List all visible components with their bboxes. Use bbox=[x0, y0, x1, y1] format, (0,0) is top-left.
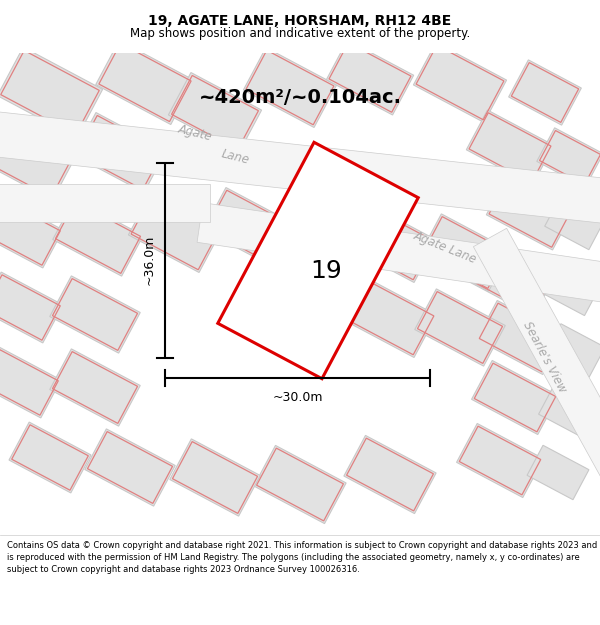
Polygon shape bbox=[420, 214, 510, 291]
Polygon shape bbox=[527, 445, 589, 500]
Polygon shape bbox=[0, 347, 61, 418]
Polygon shape bbox=[50, 276, 140, 353]
Polygon shape bbox=[413, 42, 506, 122]
Polygon shape bbox=[85, 429, 175, 506]
Polygon shape bbox=[473, 228, 600, 482]
Polygon shape bbox=[169, 72, 262, 152]
Text: Agate Lane: Agate Lane bbox=[412, 229, 478, 266]
Text: ~420m²/~0.104ac.: ~420m²/~0.104ac. bbox=[199, 88, 401, 107]
Polygon shape bbox=[476, 301, 563, 374]
Polygon shape bbox=[203, 188, 296, 268]
Polygon shape bbox=[73, 112, 167, 192]
Polygon shape bbox=[9, 422, 91, 493]
Polygon shape bbox=[197, 202, 600, 304]
Polygon shape bbox=[545, 324, 600, 378]
Polygon shape bbox=[170, 439, 260, 516]
Polygon shape bbox=[537, 128, 600, 187]
Polygon shape bbox=[244, 48, 337, 128]
Polygon shape bbox=[0, 184, 210, 221]
Polygon shape bbox=[545, 195, 600, 250]
Text: Searle's View: Searle's View bbox=[521, 320, 569, 395]
Polygon shape bbox=[0, 197, 63, 268]
Text: Map shows position and indicative extent of the property.: Map shows position and indicative extent… bbox=[130, 27, 470, 40]
Polygon shape bbox=[254, 446, 346, 524]
Text: ~30.0m: ~30.0m bbox=[272, 391, 323, 404]
Polygon shape bbox=[218, 142, 418, 379]
Polygon shape bbox=[415, 289, 505, 366]
Polygon shape bbox=[457, 424, 544, 498]
Text: Lane: Lane bbox=[220, 148, 250, 168]
Polygon shape bbox=[539, 259, 600, 316]
Polygon shape bbox=[0, 110, 600, 225]
Text: ~36.0m: ~36.0m bbox=[143, 235, 155, 285]
Polygon shape bbox=[465, 239, 555, 316]
Polygon shape bbox=[96, 41, 194, 124]
Text: Contains OS data © Crown copyright and database right 2021. This information is : Contains OS data © Crown copyright and d… bbox=[7, 541, 598, 574]
Text: 19: 19 bbox=[310, 259, 342, 282]
Polygon shape bbox=[509, 60, 581, 125]
Text: 19, AGATE LANE, HORSHAM, RH12 4BE: 19, AGATE LANE, HORSHAM, RH12 4BE bbox=[148, 14, 452, 28]
Polygon shape bbox=[487, 175, 574, 250]
Polygon shape bbox=[466, 110, 554, 185]
Polygon shape bbox=[0, 272, 63, 343]
Polygon shape bbox=[0, 125, 74, 200]
Polygon shape bbox=[50, 349, 140, 426]
Polygon shape bbox=[343, 202, 437, 282]
Polygon shape bbox=[344, 436, 436, 514]
Polygon shape bbox=[326, 40, 413, 115]
Polygon shape bbox=[128, 192, 221, 272]
Polygon shape bbox=[539, 382, 600, 439]
Polygon shape bbox=[0, 47, 103, 138]
Polygon shape bbox=[53, 199, 143, 276]
Polygon shape bbox=[472, 361, 559, 434]
Polygon shape bbox=[343, 278, 437, 358]
Text: Agate: Agate bbox=[176, 122, 214, 143]
